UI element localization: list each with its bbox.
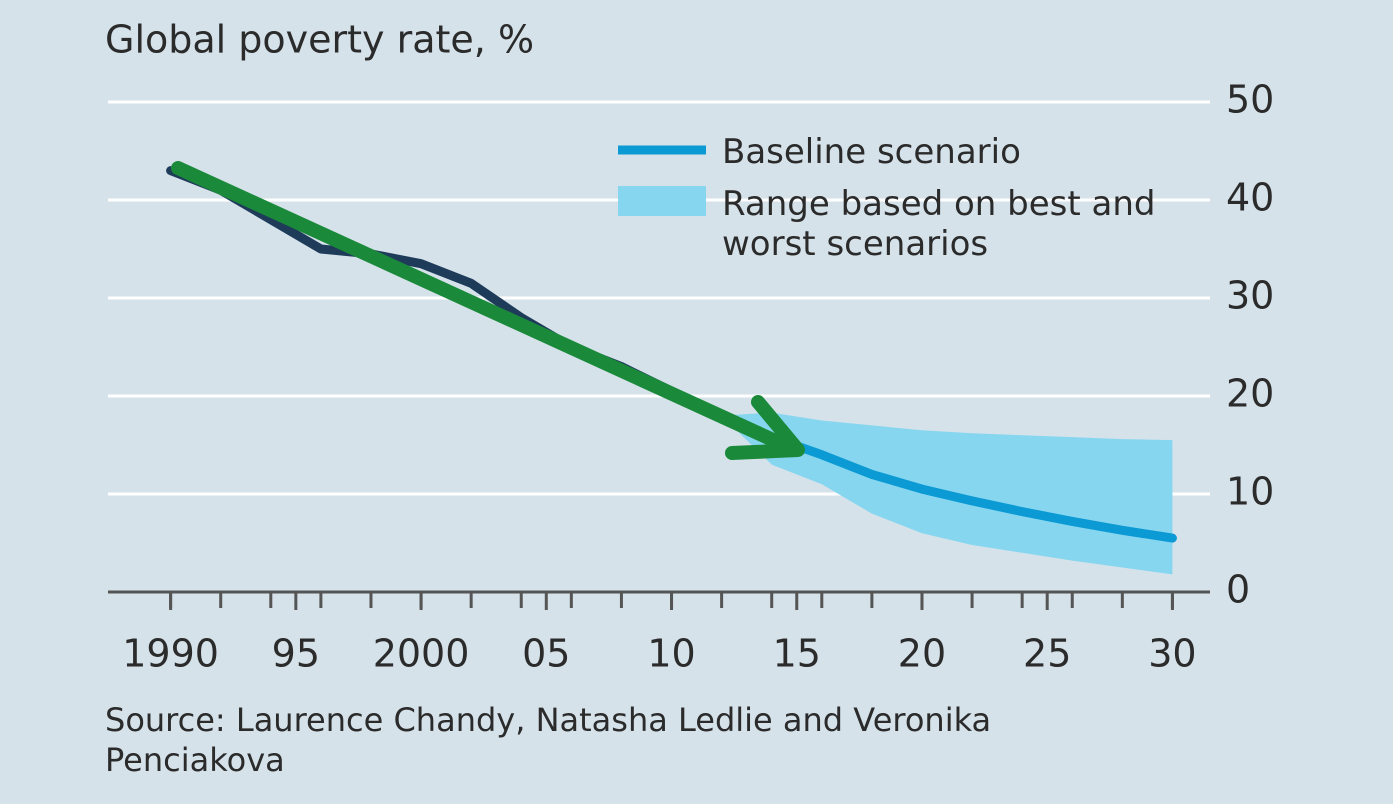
- legend-swatch: [618, 186, 706, 216]
- y-tick-label: 10: [1226, 470, 1274, 514]
- x-tick-label: 1990: [122, 632, 219, 676]
- source: Source: Laurence Chandy, Natasha Ledlie …: [105, 701, 992, 779]
- x-tick-label: 05: [522, 632, 570, 676]
- x-tick-label: 30: [1148, 632, 1196, 676]
- y-tick-label: 50: [1226, 78, 1274, 122]
- legend-label: Baseline scenario: [722, 132, 1021, 172]
- annotation-arrow: [171, 161, 805, 460]
- x-tick-label: 20: [898, 632, 946, 676]
- legend-label: Range based on best and worst scenarios: [722, 184, 1156, 264]
- x-tick-label: 2000: [373, 632, 470, 676]
- x-tick-label: 15: [773, 632, 821, 676]
- x-tick-label: 10: [647, 632, 695, 676]
- y-tick-label: 30: [1226, 274, 1274, 318]
- y-tick-label: 20: [1226, 372, 1274, 416]
- chart-title: Global poverty rate, %: [105, 18, 534, 62]
- x-tick-label: 95: [272, 632, 320, 676]
- y-tick-label: 0: [1226, 568, 1250, 612]
- x-tick-label: 25: [1023, 632, 1071, 676]
- y-tick-label: 40: [1226, 176, 1274, 220]
